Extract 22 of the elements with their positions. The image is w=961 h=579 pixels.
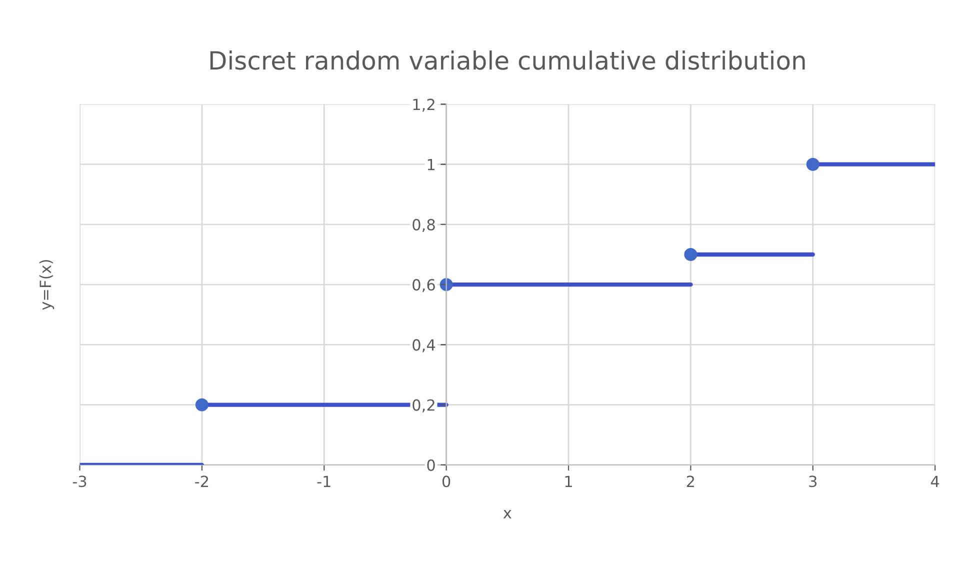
x-tick-label: -2 [195, 476, 208, 487]
x-tick-label: -3 [72, 476, 86, 488]
y-tick-label: 1,2 [413, 98, 434, 112]
x-tick-label: 1 [565, 476, 572, 487]
x-tick-label: 3 [809, 476, 817, 488]
x-tick-label: 2 [686, 476, 694, 487]
x-tick-label: 0 [442, 476, 450, 488]
y-tick-label: 0 [427, 459, 435, 471]
point [195, 398, 208, 412]
y-axis-title: y=F(x) [39, 260, 54, 310]
x-axis-title: x [503, 510, 512, 518]
y-tick-label: 0,2 [412, 399, 434, 412]
point [684, 248, 698, 262]
y-tick-label: 0,8 [412, 218, 435, 232]
chart-title: Discret random variable cumulative distribution [210, 50, 805, 70]
x-tick-label: -1 [317, 476, 330, 487]
point [806, 158, 820, 171]
point [440, 278, 453, 292]
y-tick-label: 0,6 [412, 279, 435, 292]
y-tick-label: 1 [428, 159, 434, 170]
y-tick-label: 0,4 [412, 339, 436, 352]
x-tick-label: 4 [930, 476, 940, 487]
